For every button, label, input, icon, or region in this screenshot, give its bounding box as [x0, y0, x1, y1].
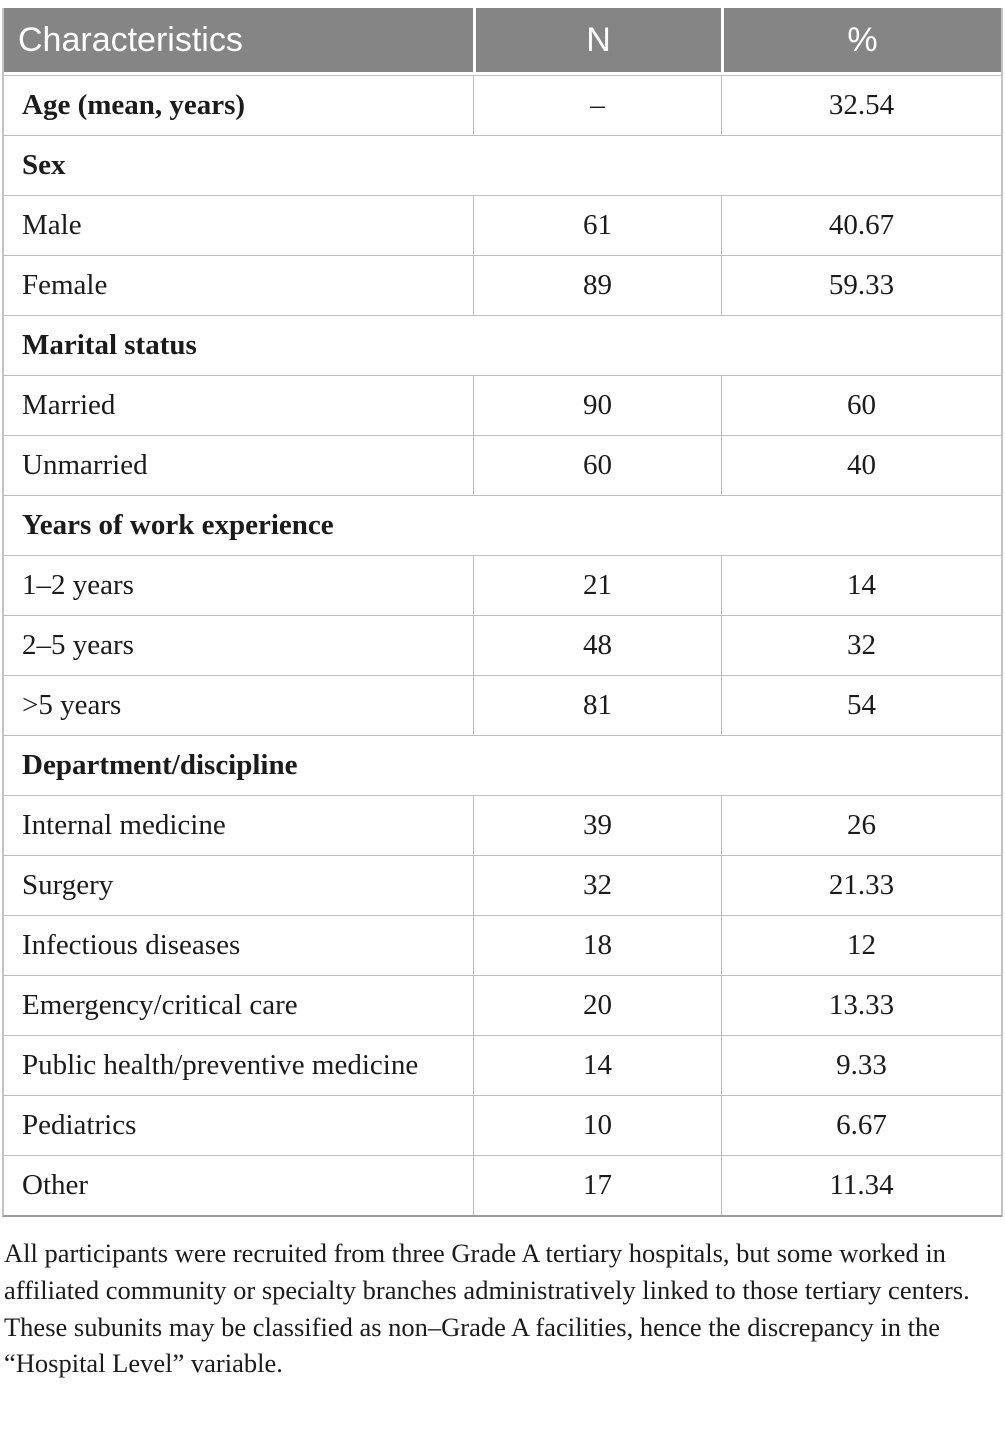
characteristic-cell: Surgery	[4, 855, 473, 915]
characteristic-cell: Emergency/critical care	[4, 975, 473, 1035]
characteristic-cell: Pediatrics	[4, 1095, 473, 1155]
pct-cell: 21.33	[721, 855, 1001, 915]
pct-cell: 60	[721, 375, 1001, 435]
table-row: Age (mean, years) –32.54	[4, 75, 1001, 135]
section-label-cell: Department/discipline	[4, 735, 1001, 795]
pct-cell: 40	[721, 435, 1001, 495]
characteristic-cell: Female	[4, 255, 473, 315]
characteristic-cell: 2–5 years	[4, 615, 473, 675]
table-row: Emergency/critical care 20 13.33	[4, 975, 1001, 1035]
characteristic-cell: Married	[4, 375, 473, 435]
header-characteristics: Characteristics	[4, 8, 473, 75]
characteristics-table: Characteristics N % Age (mean, years) –32…	[2, 8, 1003, 1217]
n-cell: 20	[473, 975, 721, 1035]
pct-cell: 11.34	[721, 1155, 1001, 1215]
section-row: Department/discipline	[4, 735, 1001, 795]
pct-cell: 40.67	[721, 195, 1001, 255]
n-cell: 17	[473, 1155, 721, 1215]
pct-cell: 6.67	[721, 1095, 1001, 1155]
n-cell: 48	[473, 615, 721, 675]
characteristic-cell: Internal medicine	[4, 795, 473, 855]
n-cell: 10	[473, 1095, 721, 1155]
table-row: Female 89 59.33	[4, 255, 1001, 315]
pct-cell: 26	[721, 795, 1001, 855]
section-label-cell: Sex	[4, 135, 1001, 195]
table-row: Pediatrics 10 6.67	[4, 1095, 1001, 1155]
header-row: Characteristics N %	[4, 8, 1001, 75]
pct-cell: 32.54	[721, 75, 1001, 135]
table-footnote: All participants were recruited from thr…	[4, 1238, 970, 1379]
n-cell: 60	[473, 435, 721, 495]
n-cell: 18	[473, 915, 721, 975]
n-cell: 81	[473, 675, 721, 735]
characteristic-cell: Public health/preventive medicine	[4, 1035, 473, 1095]
table-row: Married 90 60	[4, 375, 1001, 435]
table-row: Other 17 11.34	[4, 1155, 1001, 1215]
characteristic-cell: Unmarried	[4, 435, 473, 495]
table-row: Infectious diseases 18 12	[4, 915, 1001, 975]
table-row: Unmarried 60 40	[4, 435, 1001, 495]
n-cell: 89	[473, 255, 721, 315]
table-row: 2–5 years 48 32	[4, 615, 1001, 675]
header-n: N	[473, 8, 721, 75]
header-percent: %	[721, 8, 1001, 75]
n-cell: 90	[473, 375, 721, 435]
n-cell: 61	[473, 195, 721, 255]
table-body: Age (mean, years) –32.54 Sex Male 61 40.67 Fem…	[4, 75, 1001, 1215]
pct-cell: 13.33	[721, 975, 1001, 1035]
n-cell: 39	[473, 795, 721, 855]
pct-cell: 14	[721, 555, 1001, 615]
pct-cell: 12	[721, 915, 1001, 975]
section-label-cell: Marital status	[4, 315, 1001, 375]
table-header: Characteristics N %	[4, 8, 1001, 75]
pct-cell: 59.33	[721, 255, 1001, 315]
characteristic-cell: 1–2 years	[4, 555, 473, 615]
table-row: Public health/preventive medicine 14 9.33	[4, 1035, 1001, 1095]
characteristic-cell: >5 years	[4, 675, 473, 735]
pct-cell: 32	[721, 615, 1001, 675]
section-row: Sex	[4, 135, 1001, 195]
table-row: >5 years 81 54	[4, 675, 1001, 735]
n-cell: 21	[473, 555, 721, 615]
characteristic-cell: Age (mean, years)	[4, 75, 473, 135]
characteristic-cell: Male	[4, 195, 473, 255]
section-row: Years of work experience	[4, 495, 1001, 555]
section-row: Marital status	[4, 315, 1001, 375]
characteristic-cell: Other	[4, 1155, 473, 1215]
n-cell: 14	[473, 1035, 721, 1095]
n-cell: 32	[473, 855, 721, 915]
pct-cell: 54	[721, 675, 1001, 735]
section-label-cell: Years of work experience	[4, 495, 1001, 555]
characteristic-cell: Infectious diseases	[4, 915, 473, 975]
table-row: 1–2 years 21 14	[4, 555, 1001, 615]
pct-cell: 9.33	[721, 1035, 1001, 1095]
n-cell: –	[473, 75, 721, 135]
table-row: Internal medicine 39 26	[4, 795, 1001, 855]
table-row: Male 61 40.67	[4, 195, 1001, 255]
table-row: Surgery 32 21.33	[4, 855, 1001, 915]
